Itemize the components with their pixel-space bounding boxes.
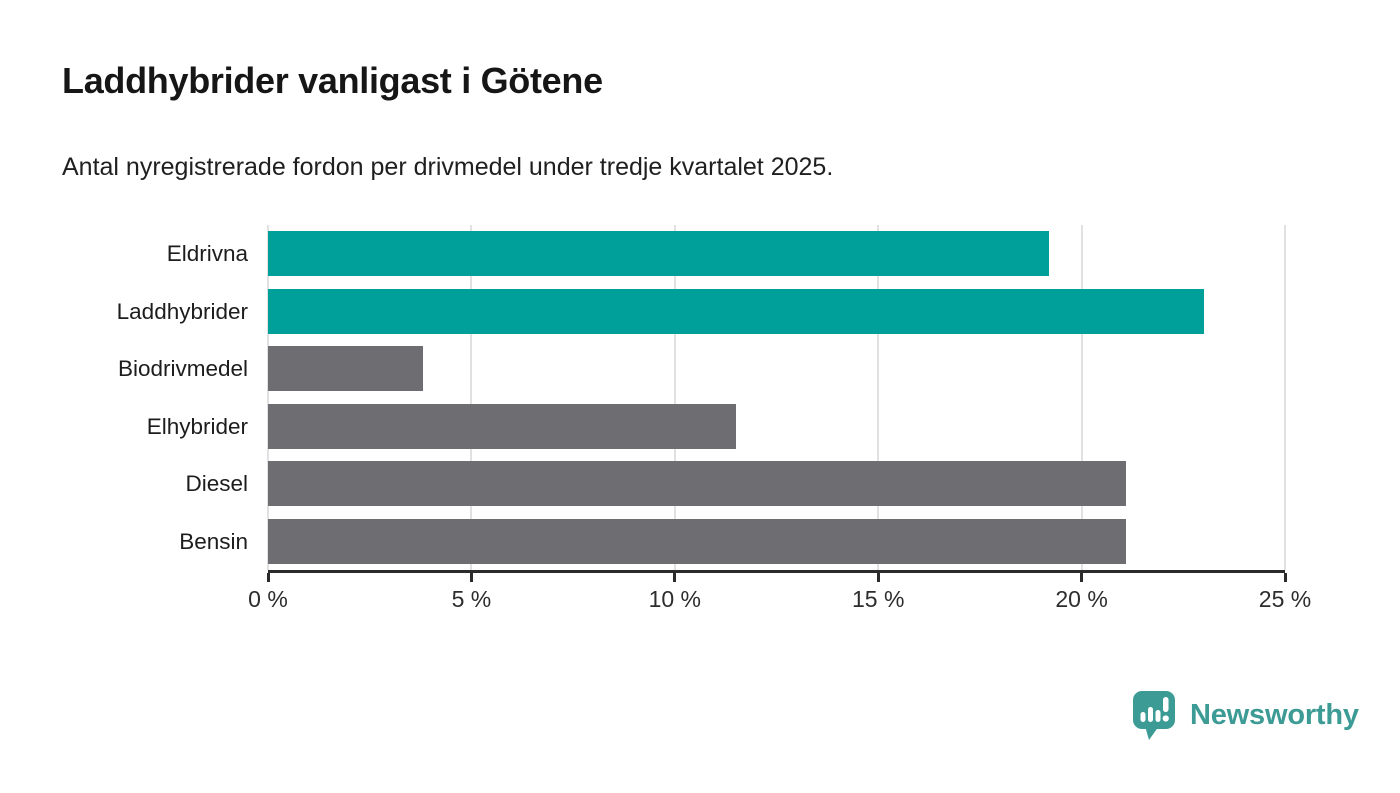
- category-label-diesel: Diesel: [185, 471, 248, 497]
- category-label-laddhybrider: Laddhybrider: [116, 298, 248, 324]
- x-axis-line: [268, 570, 1285, 573]
- gridline-20: [1080, 225, 1083, 570]
- category-labels: Eldrivna Laddhybrider Biodrivmedel Elhybrid…: [0, 225, 248, 570]
- x-tick-mark-25: [1283, 573, 1287, 582]
- x-tick-label-10: 10 %: [648, 586, 702, 612]
- x-tick-label-5: 5 %: [451, 586, 492, 612]
- page-title: Laddhybrider vanligast i Götene: [62, 60, 603, 101]
- brand-logo: Newsworthy: [1131, 689, 1359, 741]
- gridline-15: [877, 225, 880, 570]
- x-tick-label-20: 20 %: [1055, 586, 1108, 612]
- x-tick-mark-5: [469, 573, 473, 582]
- bar-bensin: [268, 518, 1127, 564]
- bar-biodrivmedel: [268, 346, 423, 392]
- bar-diesel: [268, 461, 1127, 507]
- plot-area: 0 % 5 % 10 % 15 % 20 % 25 %: [248, 225, 1311, 612]
- category-label-elhybrider: Elhybrider: [146, 413, 248, 439]
- x-tick-label-25: 25 %: [1258, 586, 1312, 612]
- x-tick-mark-10: [673, 573, 677, 582]
- bar-laddhybrider: [268, 288, 1204, 334]
- category-label-bensin: Bensin: [179, 528, 248, 554]
- gridline-25: [1284, 225, 1286, 570]
- gridline-10: [673, 225, 676, 570]
- bar-eldrivna: [268, 231, 1050, 277]
- x-tick-mark-15: [876, 573, 880, 582]
- x-tick-mark-20: [1080, 573, 1084, 582]
- bar-elhybrider: [268, 403, 736, 449]
- brand-name: Newsworthy: [1190, 698, 1359, 731]
- logo-bubble-shape: [1133, 691, 1175, 740]
- x-tick-mark-0: [266, 573, 270, 582]
- gridline-5: [470, 225, 473, 570]
- category-label-biodrivmedel: Biodrivmedel: [117, 356, 248, 382]
- gridline-0: [267, 225, 269, 570]
- chart-subtitle: Antal nyregistrerade fordon per drivmede…: [62, 153, 834, 181]
- x-tick-label-0: 0 %: [248, 586, 288, 612]
- x-tick-label-15: 15 %: [851, 586, 905, 612]
- category-label-eldrivna: Eldrivna: [166, 241, 248, 267]
- newsworthy-bubble-chart-icon: [1133, 691, 1175, 740]
